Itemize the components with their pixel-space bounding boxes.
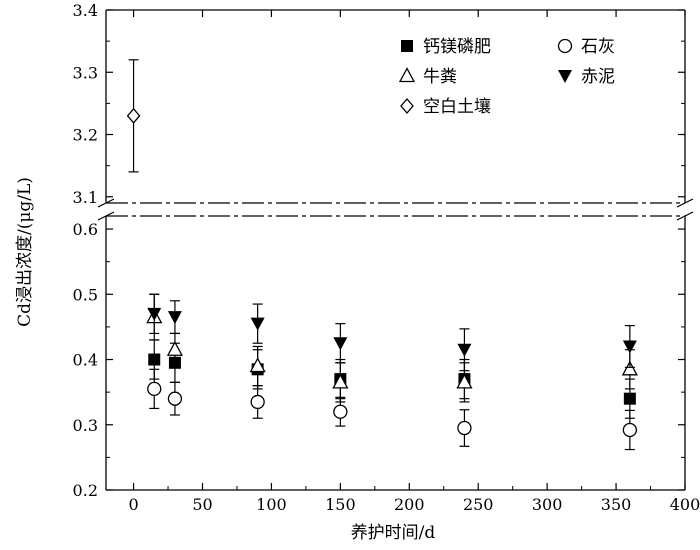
legend-label: 空白土壤 xyxy=(423,96,491,117)
series-1 xyxy=(148,339,636,419)
y-tick-label: 0.4 xyxy=(73,351,98,370)
data-point xyxy=(167,311,182,325)
data-point xyxy=(333,337,348,351)
x-tick-label: 350 xyxy=(601,495,632,514)
x-tick-label: 400 xyxy=(670,495,700,514)
data-point xyxy=(622,340,637,354)
x-tick-label: 300 xyxy=(532,495,563,514)
data-point xyxy=(332,373,349,389)
data-point xyxy=(167,391,183,406)
data-point xyxy=(250,394,265,410)
data-point xyxy=(457,343,472,357)
legend-item: 空白土壤 xyxy=(400,96,491,117)
data-point xyxy=(249,357,266,373)
y-tick-label: 0.2 xyxy=(73,481,98,500)
data-point xyxy=(623,392,636,405)
legend-marker xyxy=(398,67,416,83)
data-point xyxy=(333,404,348,419)
legend-item: 牛粪 xyxy=(398,67,457,87)
legend-marker xyxy=(557,38,573,54)
x-ticks: 0 50 100 150 200 250 300 350 400 xyxy=(128,10,700,514)
legend-item: 石灰 xyxy=(557,37,615,57)
data-point xyxy=(250,317,265,331)
legend-label: 牛粪 xyxy=(423,67,457,87)
legend-label: 钙镁磷肥 xyxy=(423,37,491,57)
break-mark-top-2 xyxy=(676,198,694,208)
x-tick-label: 50 xyxy=(192,495,212,514)
x-tick-label: 150 xyxy=(325,495,356,514)
legend-marker xyxy=(400,98,414,114)
y-tick-label: 3.2 xyxy=(73,126,98,145)
data-point xyxy=(126,107,141,124)
data-point xyxy=(457,420,472,436)
legend-item: 赤泥 xyxy=(558,67,615,87)
data-point xyxy=(456,373,473,389)
axis-break xyxy=(97,198,694,221)
x-tick-label: 0 xyxy=(128,495,138,514)
x-tick-label: 200 xyxy=(394,495,425,514)
x-axis-title: 养护时间/d xyxy=(351,523,436,543)
x-tick-label: 100 xyxy=(256,495,287,514)
series-2 xyxy=(147,368,638,451)
series-3 xyxy=(146,293,638,403)
y-tick-label: 0.3 xyxy=(73,416,98,435)
x-tick-label: 250 xyxy=(463,495,494,514)
data-marks xyxy=(126,59,638,451)
data-point xyxy=(166,340,184,356)
data-point xyxy=(147,381,162,397)
data-point xyxy=(621,360,638,376)
series-5 xyxy=(126,59,141,173)
legend-label: 石灰 xyxy=(581,37,615,57)
y-tick-label: 3.1 xyxy=(73,188,98,207)
data-point xyxy=(622,422,638,438)
y-tick-label: 0.6 xyxy=(73,220,98,239)
legend-item: 钙镁磷肥 xyxy=(401,37,491,57)
legend-marker xyxy=(401,40,413,52)
break-mark-bottom-1 xyxy=(97,211,115,221)
y-ticks: 0.2 0.3 0.4 0.5 0.6 3.1 3.2 3.3 3.4 xyxy=(73,1,685,500)
break-mark-bottom-2 xyxy=(676,211,694,221)
data-point xyxy=(147,307,162,321)
y-tick-label: 3.4 xyxy=(73,1,98,20)
series-4 xyxy=(147,293,637,372)
legend-marker xyxy=(558,70,572,83)
y-axis-title: Cd浸出浓度/(μg/L) xyxy=(15,177,35,327)
legend-label: 赤泥 xyxy=(581,67,615,87)
y-tick-label: 3.3 xyxy=(73,63,98,82)
y-tick-label: 0.5 xyxy=(73,285,98,304)
break-mark-top-1 xyxy=(97,198,115,208)
data-point xyxy=(148,353,161,366)
